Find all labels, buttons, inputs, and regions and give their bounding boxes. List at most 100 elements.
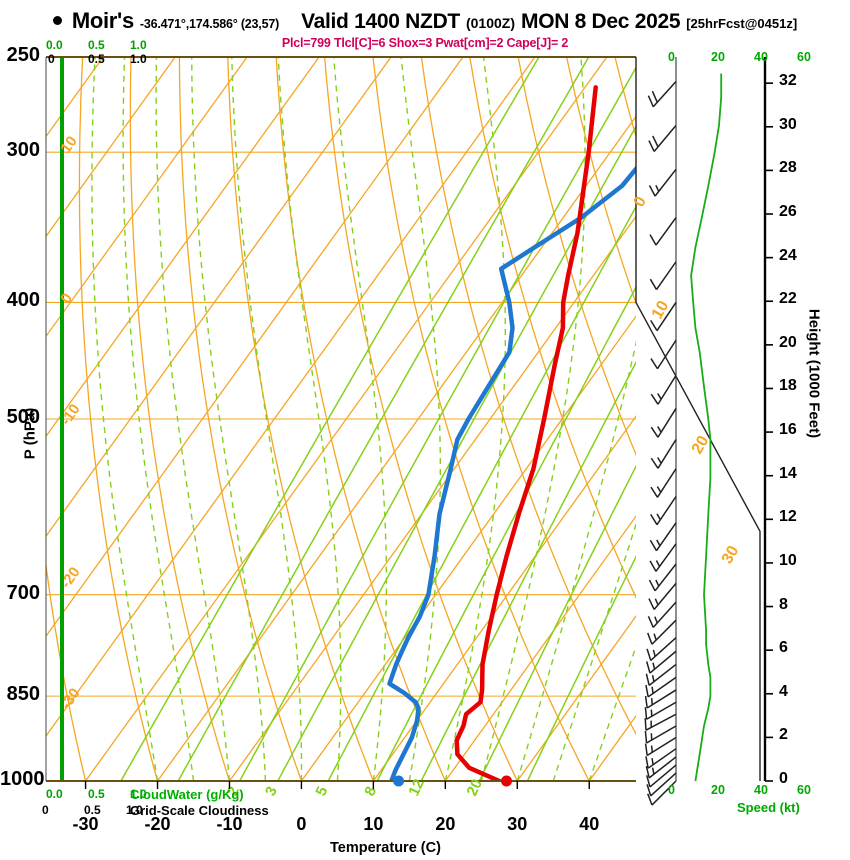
height-tick: 4 bbox=[779, 682, 788, 700]
site-coordinates: -36.471°,174.586° (23,57) bbox=[139, 17, 280, 31]
wind-barb bbox=[648, 168, 677, 197]
site-name: Moir's bbox=[71, 8, 134, 33]
stability-stats: Plcl=799 Tlcl[C]=6 Shox=3 Pwat[cm]=2 Cap… bbox=[281, 36, 569, 50]
temperature-tick: 20 bbox=[435, 814, 456, 834]
wind-barb bbox=[645, 756, 677, 779]
wind-barb bbox=[648, 124, 677, 152]
wind-barb bbox=[645, 748, 677, 769]
pressure-tick: 1000 bbox=[0, 768, 45, 790]
wind-barb bbox=[644, 713, 677, 731]
mixing-ratio-label: 20 bbox=[464, 776, 486, 798]
height-tick: 14 bbox=[779, 464, 797, 482]
cloudwater-tick-top: 0.5 bbox=[88, 38, 105, 52]
station-dot-icon bbox=[52, 16, 62, 25]
wind-barb bbox=[649, 522, 677, 552]
wind-barb bbox=[644, 689, 677, 709]
height-tick: 26 bbox=[779, 203, 797, 220]
cloudwater-axis-title: CloudWater (g/Kg) bbox=[130, 787, 244, 802]
valid-date: MON 8 Dec 2025 bbox=[521, 10, 681, 33]
wind-barb bbox=[646, 772, 677, 797]
isotherm-label: 30 bbox=[719, 543, 743, 567]
height-tick: 30 bbox=[779, 115, 797, 133]
isotherm-label: 20 bbox=[689, 433, 713, 457]
pressure-tick: 500 bbox=[6, 406, 40, 428]
forecast-stamp: [25hrFcst@0451z] bbox=[686, 16, 798, 31]
speed-tick: 40 bbox=[754, 783, 768, 797]
pressure-axis-labels: 250 300 400 500 700 850 1000 bbox=[0, 0, 46, 860]
height-tick: 32 bbox=[779, 72, 797, 90]
pressure-tick: 300 bbox=[6, 139, 40, 162]
wind-barb bbox=[647, 80, 677, 108]
temperature-tick: 10 bbox=[363, 814, 384, 834]
wind-barb bbox=[647, 601, 677, 628]
wind-barb bbox=[645, 676, 677, 698]
wind-barb bbox=[649, 217, 677, 246]
height-axis-title: Height (1000 Feet) bbox=[805, 308, 823, 439]
wind-barb bbox=[645, 650, 677, 674]
wind-barb bbox=[650, 468, 677, 498]
height-tick: 0 bbox=[779, 770, 788, 787]
height-tick: 24 bbox=[779, 246, 797, 264]
wind-barb bbox=[650, 408, 677, 438]
wind-barb bbox=[645, 764, 677, 788]
temperature-trace bbox=[454, 85, 598, 781]
cloudwater-tick-top: 0.0 bbox=[46, 38, 63, 52]
height-tick: 20 bbox=[779, 333, 797, 351]
cloudiness-axis-title: Grid-Scale Cloudiness bbox=[130, 803, 269, 818]
cloudwater-scale-bottom: 0.0 0.5 1.0 0 0.5 1.0 bbox=[0, 0, 300, 860]
height-tick: 12 bbox=[779, 508, 797, 526]
temperature-tick: -10 bbox=[216, 814, 243, 834]
cloudwater-tick-bottom: 1.0 bbox=[130, 787, 147, 801]
pressure-tick: 850 bbox=[6, 683, 40, 706]
height-tick: 18 bbox=[779, 377, 797, 395]
cloudwater-tick-bottom: 0.5 bbox=[88, 787, 105, 801]
height-tick: 8 bbox=[779, 595, 788, 613]
height-tick: 22 bbox=[779, 290, 797, 308]
cloudiness-tick-top: 1.0 bbox=[130, 52, 147, 66]
wind-barb bbox=[647, 619, 677, 645]
speed-tick: 0 bbox=[668, 50, 675, 64]
cloudiness-tick-bottom: 1.0 bbox=[126, 803, 143, 817]
cloudwater-tick-top: 1.0 bbox=[130, 38, 147, 52]
cloudwater-scale-top: 0.0 0.5 1.0 0 0.5 1.0 bbox=[0, 0, 300, 80]
speed-tick: 40 bbox=[754, 50, 768, 64]
wind-barb bbox=[644, 725, 677, 744]
wind-barb bbox=[644, 701, 677, 720]
speed-tick: 0 bbox=[668, 783, 675, 797]
wind-barb bbox=[649, 543, 677, 572]
temperature-tick: -30 bbox=[72, 814, 99, 834]
wind-barb bbox=[644, 736, 677, 757]
speed-tick: 60 bbox=[797, 50, 811, 64]
wind-barb bbox=[648, 582, 677, 610]
wind-barb bbox=[646, 637, 677, 661]
height-tick: 16 bbox=[779, 421, 797, 439]
height-tick: 2 bbox=[779, 726, 788, 744]
speed-tick: 20 bbox=[711, 50, 725, 64]
cloudiness-tick-top: 0 bbox=[48, 52, 55, 66]
cloudiness-tick-top: 0.5 bbox=[88, 52, 105, 66]
wind-barb bbox=[645, 663, 677, 686]
pressure-tick: 400 bbox=[6, 289, 40, 312]
height-tick: 10 bbox=[779, 551, 797, 569]
wind-barb bbox=[647, 780, 677, 806]
wind-speed-profile bbox=[690, 73, 723, 782]
wind-barb bbox=[650, 339, 677, 370]
wind-barb bbox=[650, 375, 677, 405]
pressure-tick: 700 bbox=[6, 581, 40, 604]
wind-barb bbox=[650, 439, 677, 469]
speed-tick: 20 bbox=[711, 783, 725, 797]
cloudwater-tick-bottom: 0.0 bbox=[46, 787, 63, 801]
height-tick: 28 bbox=[779, 159, 797, 177]
header: Moir's -36.471°,174.586° (23,57) Valid 1… bbox=[0, 8, 850, 38]
speed-tick: 60 bbox=[797, 783, 811, 797]
valid-time: Valid 1400 NZDT bbox=[301, 10, 460, 33]
temperature-tick: 30 bbox=[507, 814, 528, 834]
wind-barb bbox=[650, 302, 677, 332]
temperature-axis-title: Temperature (C) bbox=[330, 840, 441, 856]
valid-time-utc: (0100Z) bbox=[465, 15, 515, 31]
wind-barb bbox=[650, 496, 677, 526]
temperature-tick: 0 bbox=[296, 814, 307, 834]
